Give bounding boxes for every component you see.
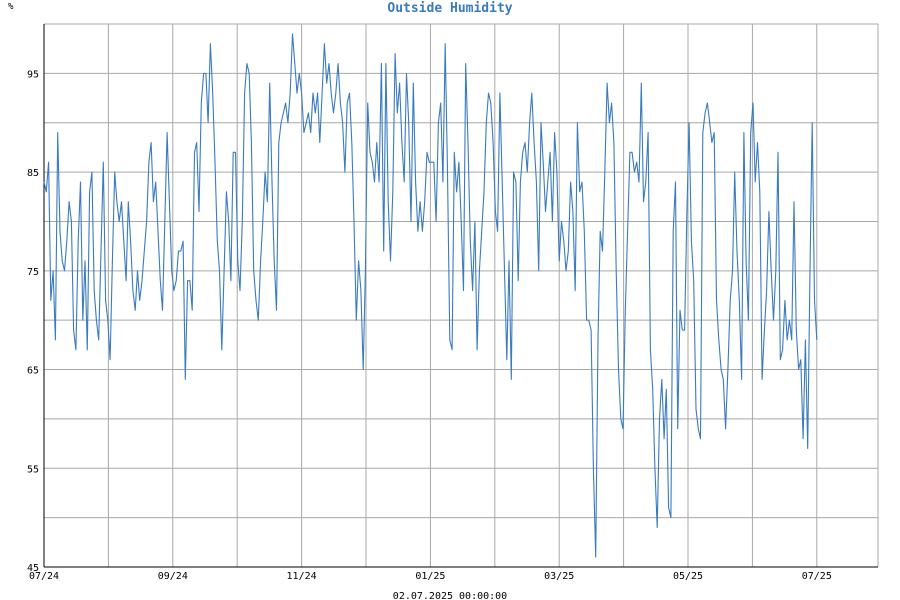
y-tick-label: 45 — [27, 563, 39, 574]
x-tick-label: 07/24 — [29, 571, 59, 582]
x-tick-label: 01/25 — [415, 571, 445, 582]
humidity-series-line — [43, 33, 818, 558]
y-tick-label: 85 — [27, 168, 39, 179]
x-axis-label: 02.07.2025 00:00:00 — [393, 591, 507, 600]
tick-labels: 45 55 65 75 85 95 07/24 09/24 11/24 01/25 03/25 05/… — [27, 69, 832, 582]
axes — [43, 24, 878, 568]
y-tick-label: 95 — [27, 69, 39, 80]
x-tick-label: 05/25 — [673, 571, 703, 582]
chart-title: Outside Humidity — [387, 1, 512, 16]
x-tick-label: 11/24 — [287, 571, 317, 582]
series-layer — [43, 33, 818, 558]
y-tick-label: 65 — [27, 366, 39, 377]
y-unit-label: % — [8, 2, 14, 12]
x-tick-label: 07/25 — [802, 571, 832, 582]
y-tick-label: 55 — [27, 464, 39, 475]
x-tick-label: 03/25 — [544, 571, 574, 582]
x-tick-label: 09/24 — [158, 571, 188, 582]
y-tick-label: 75 — [27, 267, 39, 278]
